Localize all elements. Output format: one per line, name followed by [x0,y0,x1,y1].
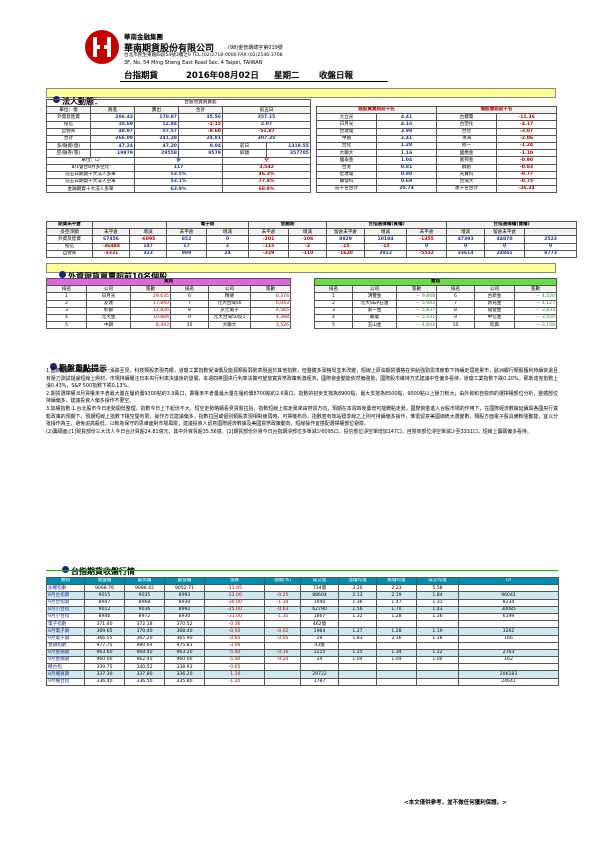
quotes-table: 類別 收盤價 最高價 最低價 漲跌 漲幅(%) 成交量 漲價均量 跌價均量 成交均量 OI 加權指數… [46,576,559,686]
foreign-sell-top10-table: 賣超 排名 公司 張數 排名 公司 張數 1 鴻豐金－ 9,848 6 台新金－ 4,520 … [313,277,558,330]
table-row: 電子指數 371.40 372.18 370.52 -0.36 462億 [46,620,559,629]
note-paragraph: (2)籌碼面:[1]現貨部份三大法人今日合計買超24.81億元，其中外資買超35… [46,428,532,435]
table-row: 9月櫃台指 336.40 336.50 335.80 -1.20 1787 24641 [46,677,559,686]
table-row: 外資及陸資 206.43 170.87 35.56 357.15 [46,113,312,122]
foreign-buy-top10-table: 買超 排名 公司 張數 排名 公司 張數 1 日月光 29,635 6 精德 6,374 2 友達 1… [45,277,292,330]
company-name: 華南期貨股份有限公司 [124,44,215,54]
license-no: (98)金管期總字第019號 [228,45,283,51]
table-row: 8月櫃買期 337.30 337.80 336.20 -1.10 29722 206183 [46,670,559,679]
table-row: 中鋼 2.41 鴻海 -2.06 [316,134,558,143]
table-row: 金融指數 977.75 980.64 975.83 -3.09 43億 [46,641,559,650]
section-foreign-top10-bar: 外資現貨買賣超前10名個股 [46,263,556,281]
col-header: 賣出 [134,106,179,115]
report-date: 2016年08月02日 [186,71,259,81]
section-quotes-heading: 台指期貨收盤行情 [46,559,558,576]
bullet-icon [62,566,69,573]
table-row: 國泰金 1.04 富邦金 -0.90 [316,156,558,165]
report-type: 收盤日報 [319,71,354,81]
table-row: 8/1會合8月多空比 117 3,542 [46,163,312,172]
section-institutional-bar: 法人動態： [46,88,556,106]
table-row: 2 友達 17,840 7 元大台灣50 6,043 [46,299,292,308]
report-weekday: 星期二 [274,71,300,81]
table-row: 投信 -36484 147 17 2 -115 -2 -15 -15 0 0 0… [46,242,578,251]
table-row: 加權指數 9068.76 9086.42 9052.71 -11.95 734億 3.20 2… [46,584,559,593]
table-row: 9月小台指 8946 8972 8930 -31.00 -1.35 1867 1.32 1.28… [46,612,559,622]
table-row: 聯發科 0.69 台灣大 -0.75 [316,177,558,187]
table-row: 前五日期貨十大法人空單 53.1% 77.4% [46,178,312,187]
table-row: 2 元大S&P石油－ 5,943 7 新光金－ 4,127 [314,299,558,308]
table-row: 大聯大 1.16 國喬金 -1.10 [316,149,558,158]
table-row: 櫃台指 339.75 340.52 338.93 -0.65 [46,663,559,672]
col-header: 前五日 [221,106,312,115]
note-paragraph: 3.加權指數:1.台北股市今日走勢開低整理，指數今日上下起伏不大，短空走勢略顯看… [46,405,558,428]
table-row: 多/融資(億) 47.24 47.20 0.04 前日 1318.55 [46,142,312,151]
table-row: 5 中鋼 8,493 10 大聯大 3,526 [46,321,292,330]
section-notes-heading: 觀盤重點提示 [50,356,107,373]
table-row: 外資及陸資 67456 -6095 852 0 -201 -106 8829 1… [46,235,578,244]
section-title: 觀盤重點提示 [59,364,107,373]
table-row: 8月金融期 963.60 969.40 963.20 -5.40 -0.16 1215 1.2… [46,648,559,658]
note-paragraph: 1.國際金融：美國股市本週一漲跌互見，科技類股表現亮眼，道瓊工業指數受油價及能源… [46,368,558,390]
table-row: 9月電子期 366.55 367.20 365.90 -0.65 -0.05 29 1.83 2… [46,634,559,643]
brand-logo [84,29,120,65]
company-address-en: 3F, No. 54 Ming Sheng East Road Sec. 4 T… [124,60,263,66]
stock-rank-table: 個股買賣超前十名 個股賣超前十名 大立光 4.41 台積電 -11.36 日月光 4.1… [315,105,558,194]
col-header: 單位：億 [46,106,91,115]
market-notes: 1.國際金融：美國股市本週一漲跌互見，科技類股表現亮眼，道瓊工業指數受油價及能源… [46,368,558,436]
table-row: 金融期貨十大法人多單 63.9% 68.9% [46,185,312,194]
table-row: 4 聯電－ 5,431 9 中信金－ 3,550 [314,313,558,323]
sell-caption: 賣超 [313,277,558,287]
table-row: 3 彰銀 12,826 8 京元電子 4,565 [46,306,292,315]
institutional-spot-table: 台股現貨買賣超 單位：億 買進 賣出 合計 前五日 外資及陸資 206.43 1… [46,98,312,194]
table-row: 大立光 4.41 台積電 -11.36 [316,113,558,122]
table-row: 日月光 4.16 台塑化 -4.17 [316,120,558,129]
company-address: 台北市民生東路四段54號3樓之9 TEL:(02)2718-0000 FAX:(… [124,53,283,58]
report-title-bar: 台指期貨 2016年08月02日 星期二 收盤日報 [124,67,384,81]
table-row: 台泥 0.81 群創 -0.83 [316,163,558,172]
rank-sell-caption: 個股賣超前十名 [436,105,558,115]
table-row: 空/融券(張) 19979 29558 9579 餘額 357705 [46,149,312,158]
disclaimer: <本文僅供參考，並不做任何獲利保證。> [404,800,507,806]
open-interest-table: 期貨未平倉 電子期 金融期 台指選擇權(買權) 台指選擇權(賣權) 多空淨額 未… [46,220,578,258]
group-name: 華南金融集團 [124,33,163,41]
bullet-icon [59,271,66,278]
section-divider [46,570,558,571]
col-header: 合計 [178,106,223,115]
col-header: 買進 [90,106,135,115]
table-row: 1 鴻豐金－ 9,848 6 台新金－ 4,520 [314,292,558,301]
table-row: 3 第一金－ 5,837 8 開發金－ 3,833 [314,306,558,315]
table-row: 4 元大金 10,884 9 元大台灣50反1 4,388 [46,313,292,323]
table-row: 8月台指期 9015 9035 8993 -23.00 -0.25 88604 2.13 2.1… [46,591,559,600]
table-row: 8月小台指 9012 9036 8992 -25.00 -0.63 62790 1.56 1.7… [46,605,559,614]
table-row: 前五日期貨十大法人多單 53.5% 46.3% [46,170,312,180]
table-caption: 台股現貨買賣超 [89,98,312,108]
table-row: 台達電 3.98 台塑 -3.07 [316,127,558,136]
note-paragraph: 2.期貨選擇權:8月買權未平倉最大量在履約價9300點約3.9萬口，賣權未平倉量… [46,390,558,405]
table-row: 單位：口 多 空 [46,156,312,165]
rank-buy-caption: 個股買賣超前十名 [315,105,438,115]
table-row: 1 日月光 29,635 6 精德 6,374 [46,292,292,301]
table-row: 5 玉山金－ 4,644 10 欣興－ 3,158 [314,321,558,330]
section-title: 外資現貨買賣超前10名個股 [68,272,168,281]
table-row: 台化 1.28 統一 -1.24 [316,141,558,151]
table-row: 自營商 -3331 323 989 24 -329 -110 -1620 391… [46,249,578,258]
table-row: 宏達電 0.80 光寶科 -0.77 [316,170,558,179]
report-product: 台指期貨 [124,71,159,81]
buy-caption: 買超 [45,277,292,287]
table-row: 自營商 48.97 57.57 -8.60 -51.87 [46,127,312,136]
bullet-icon [50,363,57,370]
section-title: 台指期貨收盤行情 [71,567,135,576]
table-row: 前十名合計 20.74 後十名合計 -26.24 [316,185,558,194]
table-row: 9月台指期 8947 8968 8930 -30.00 -1.34 1040 1.36 1.47… [46,598,559,607]
table-row: 8月電子期 369.65 370.40 368.40 -0.50 -0.02 1964 1.2… [46,627,559,636]
table-row: 9月金融期 960.00 962.40 960.00 -5.40 -0.20 24 1.04 1… [46,656,559,665]
table-row: 合計 266.09 241.28 24.81 307.35 [46,134,312,144]
header-divider [120,81,388,82]
table-row: 投信 10.69 12.84 -2.15 2.07 [46,120,312,129]
